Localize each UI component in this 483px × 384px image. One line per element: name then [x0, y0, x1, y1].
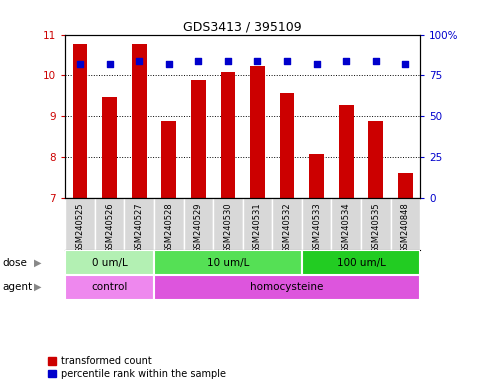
Text: GSM240530: GSM240530	[224, 202, 232, 253]
Bar	[309, 154, 324, 198]
Point	[135, 58, 143, 64]
Point	[76, 61, 84, 67]
Bar	[154, 250, 302, 275]
Bar	[132, 43, 146, 198]
Text: ▶: ▶	[34, 258, 42, 268]
Text: 0 um/L: 0 um/L	[92, 258, 128, 268]
Bar	[72, 43, 87, 198]
Bar	[302, 250, 420, 275]
Bar	[191, 80, 206, 198]
Bar	[302, 198, 331, 250]
Text: control: control	[91, 282, 128, 292]
Bar	[213, 198, 242, 250]
Text: GSM240533: GSM240533	[312, 202, 321, 253]
Bar	[65, 275, 154, 300]
Text: agent: agent	[2, 282, 32, 292]
Point	[283, 58, 291, 64]
Point	[106, 61, 114, 67]
Bar	[398, 173, 413, 198]
Point	[254, 58, 261, 64]
Bar	[154, 198, 184, 250]
Text: 10 um/L: 10 um/L	[207, 258, 249, 268]
Bar	[125, 198, 154, 250]
Point	[195, 58, 202, 64]
Text: GSM240535: GSM240535	[371, 202, 380, 253]
Bar	[102, 97, 117, 198]
Text: GSM240526: GSM240526	[105, 202, 114, 253]
Bar	[339, 105, 354, 198]
Text: GSM240534: GSM240534	[342, 202, 351, 253]
Text: GSM240529: GSM240529	[194, 202, 203, 253]
Text: ▶: ▶	[34, 282, 42, 292]
Point	[342, 58, 350, 64]
Text: GSM240532: GSM240532	[283, 202, 292, 253]
Bar	[154, 275, 420, 300]
Bar	[280, 93, 295, 198]
Legend: transformed count, percentile rank within the sample: transformed count, percentile rank withi…	[48, 356, 226, 379]
Bar	[184, 198, 213, 250]
Point	[372, 58, 380, 64]
Bar	[250, 66, 265, 198]
Title: GDS3413 / 395109: GDS3413 / 395109	[184, 20, 302, 33]
Bar	[161, 121, 176, 198]
Bar	[272, 198, 302, 250]
Bar	[221, 72, 235, 198]
Text: dose: dose	[2, 258, 28, 268]
Text: homocysteine: homocysteine	[250, 282, 324, 292]
Text: GSM240848: GSM240848	[401, 202, 410, 253]
Bar	[331, 198, 361, 250]
Bar	[361, 198, 391, 250]
Point	[165, 61, 172, 67]
Text: GSM240528: GSM240528	[164, 202, 173, 253]
Point	[224, 58, 232, 64]
Text: GSM240531: GSM240531	[253, 202, 262, 253]
Point	[401, 61, 409, 67]
Bar	[95, 198, 125, 250]
Text: 100 um/L: 100 um/L	[337, 258, 385, 268]
Bar	[391, 198, 420, 250]
Bar	[369, 121, 383, 198]
Text: GSM240527: GSM240527	[135, 202, 143, 253]
Bar	[65, 198, 95, 250]
Bar	[242, 198, 272, 250]
Point	[313, 61, 321, 67]
Text: GSM240525: GSM240525	[75, 202, 85, 253]
Bar	[65, 250, 154, 275]
